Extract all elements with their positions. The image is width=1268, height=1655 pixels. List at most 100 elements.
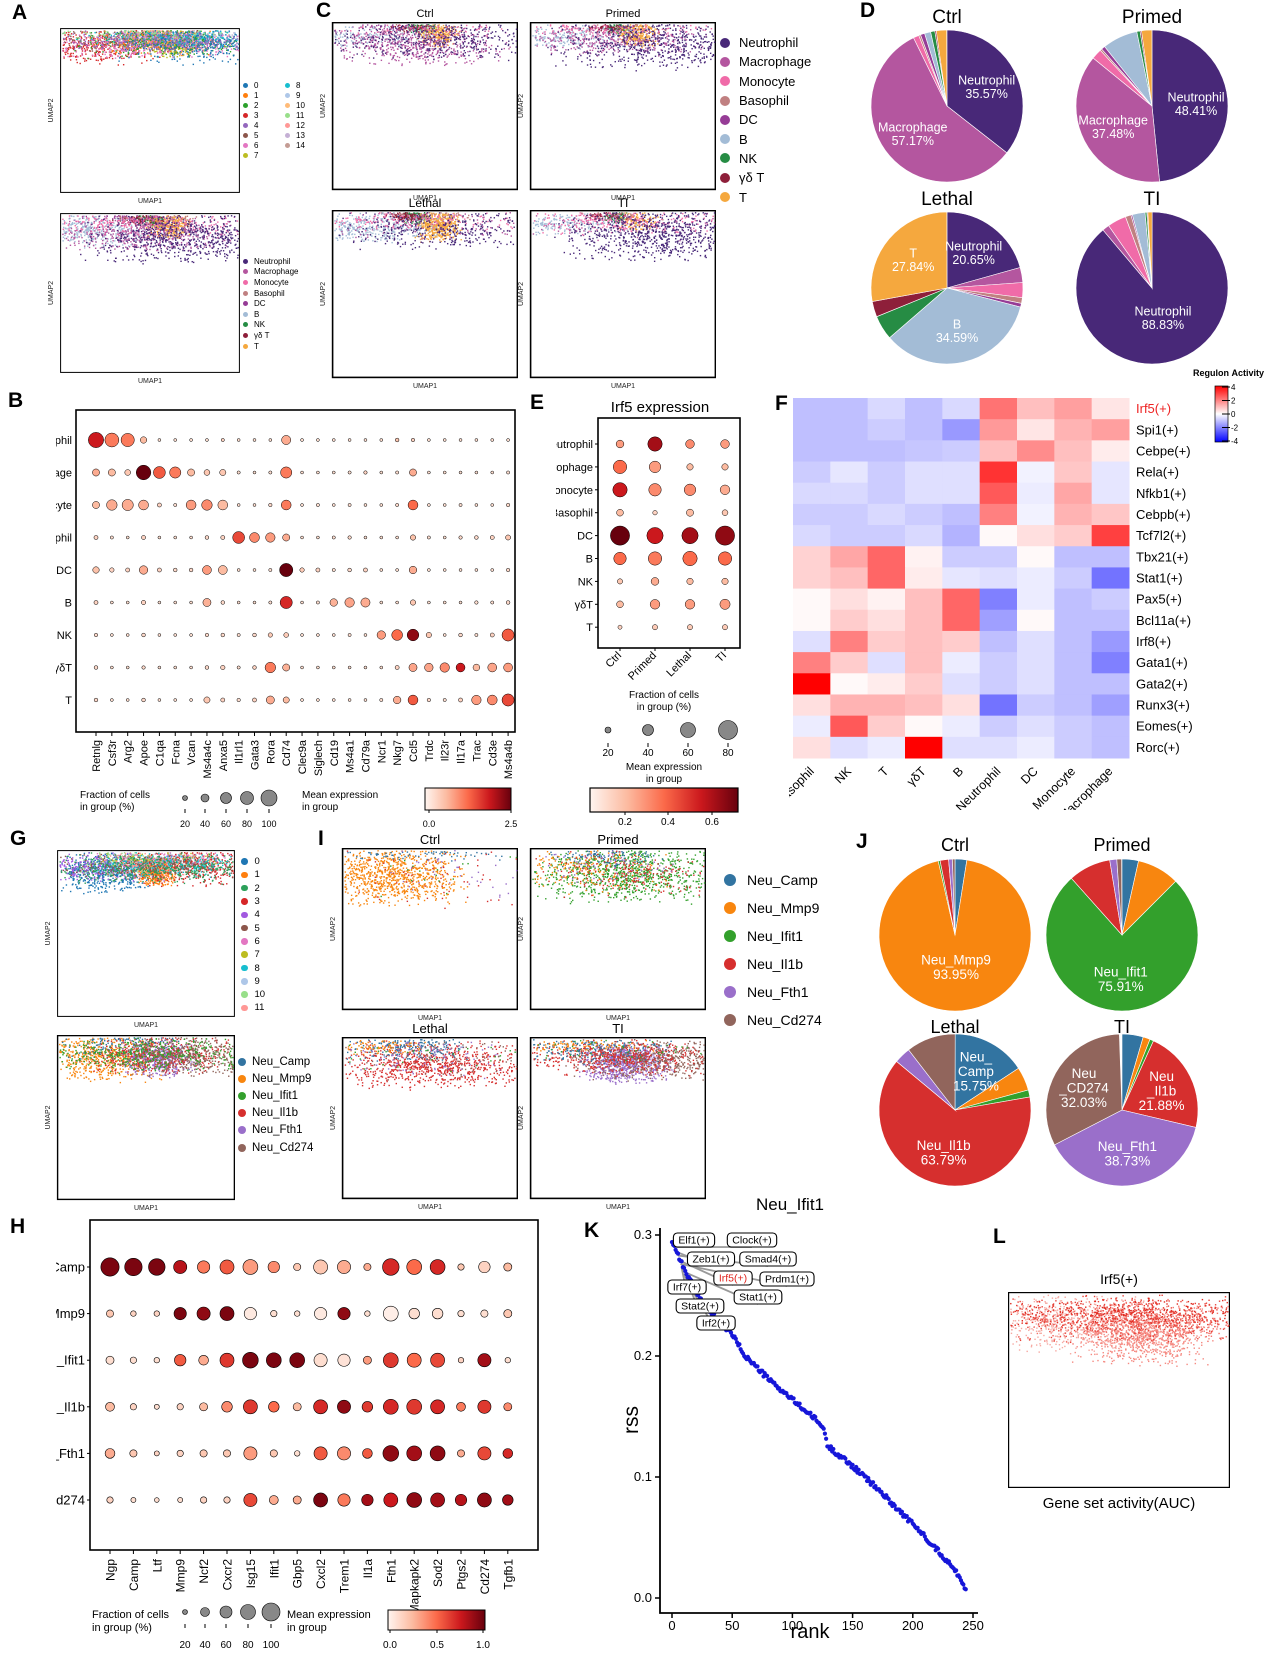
panel-i-title-lethal: Lethal <box>412 1021 448 1036</box>
legend-item-NK: NK <box>720 149 757 168</box>
legend-swatch <box>238 1091 246 1100</box>
legend-label: 9 <box>296 90 301 100</box>
legend-item-10: 10 <box>241 988 265 1001</box>
legend-swatch <box>285 92 290 98</box>
legend-swatch <box>241 951 248 958</box>
legend-item-Monocyte: Monocyte <box>720 72 795 91</box>
legend-item-7: 7 <box>243 150 258 160</box>
legend-item-B: B <box>243 309 259 320</box>
legend-item-Monocyte: Monocyte <box>243 277 289 288</box>
legend-label: NK <box>739 150 758 166</box>
legend-swatch <box>724 958 736 970</box>
legend-swatch <box>724 1014 736 1026</box>
legend-item-Macrophage: Macrophage <box>243 267 298 278</box>
legend-swatch <box>243 82 248 88</box>
panel-d-pie-ctrl <box>866 25 1028 187</box>
legend-swatch <box>241 911 248 919</box>
legend-label: T <box>254 341 259 351</box>
legend-item-Neu_Ifit1: Neu_Ifit1 <box>724 922 803 950</box>
legend-label: Neu_Il1b <box>252 1107 299 1120</box>
legend-label: NK <box>254 320 266 330</box>
legend-label: Monocyte <box>254 277 289 287</box>
panel-c-label: C <box>316 0 332 22</box>
legend-swatch <box>243 122 248 128</box>
legend-label: γδ T <box>739 170 765 186</box>
legend-item-11: 11 <box>285 110 304 120</box>
panel-c-umap-ti <box>512 210 716 392</box>
panel-i-title-primed: Primed <box>597 832 639 847</box>
panel-c-umap-lethal <box>314 210 518 392</box>
legend-swatch <box>241 978 248 985</box>
legend-swatch <box>241 964 248 972</box>
legend-label: 10 <box>296 100 305 110</box>
legend-item-T: T <box>243 341 259 352</box>
panel-j-pie-lethal <box>874 1029 1036 1191</box>
legend-item-T: T <box>720 187 747 206</box>
legend-label: 8 <box>254 962 260 974</box>
panel-j-label: J <box>856 830 868 853</box>
legend-label: Neu_Camp <box>252 1055 311 1068</box>
panel-d-label: D <box>860 0 876 22</box>
panel-c-umap-primed <box>512 22 716 204</box>
legend-swatch <box>243 269 248 275</box>
legend-item-1: 1 <box>241 868 260 881</box>
legend-label: 7 <box>254 150 259 160</box>
legend-item-14: 14 <box>285 140 305 150</box>
panel-i-umap-ti <box>512 1037 706 1213</box>
legend-item-Neu_Cd274: Neu_Cd274 <box>238 1139 313 1156</box>
legend-label: 8 <box>296 80 301 90</box>
legend-item-Macrophage: Macrophage <box>720 52 811 71</box>
panel-g-umap-clusters <box>39 850 235 1031</box>
legend-label: Neu_Cd274 <box>747 1012 822 1028</box>
legend-item-Basophil: Basophil <box>243 288 285 299</box>
legend-swatch <box>285 142 290 148</box>
panel-b-label: B <box>8 389 24 412</box>
legend-swatch <box>720 134 730 145</box>
legend-item-13: 13 <box>285 130 305 140</box>
legend-item-7: 7 <box>241 948 260 961</box>
panel-a-umap-clusters <box>42 28 240 207</box>
legend-swatch <box>243 322 248 328</box>
panel-i-title-ti: TI <box>612 1021 624 1036</box>
legend-swatch <box>241 898 248 905</box>
panel-d-title-ctrl: Ctrl <box>932 7 962 28</box>
legend-label: 7 <box>254 949 260 961</box>
legend-label: Neu_Ifit1 <box>252 1089 299 1102</box>
panel-f-label: F <box>775 392 788 415</box>
legend-item-Neu_Ifit1: Neu_Ifit1 <box>238 1087 298 1104</box>
legend-label: 4 <box>254 120 259 130</box>
legend-swatch <box>243 102 248 108</box>
legend-label: 6 <box>254 935 260 947</box>
legend-swatch <box>243 152 248 158</box>
legend-label: 3 <box>254 896 260 908</box>
legend-swatch <box>243 311 248 317</box>
legend-swatch <box>720 37 730 48</box>
legend-swatch <box>241 938 248 945</box>
panel-e-dotplot <box>556 396 756 832</box>
legend-swatch <box>243 142 248 148</box>
legend-swatch <box>243 258 248 264</box>
legend-item-Basophil: Basophil <box>720 91 789 110</box>
panel-a-umap-celltypes <box>42 213 240 387</box>
legend-item-0: 0 <box>243 80 258 90</box>
legend-swatch <box>243 343 248 349</box>
panel-j-pie-primed <box>1041 854 1203 1016</box>
panel-g-label: G <box>10 827 27 850</box>
legend-item-γδ T: γδ T <box>243 330 270 341</box>
panel-g-umap-subsets <box>39 1035 235 1214</box>
legend-item-5: 5 <box>241 922 260 935</box>
legend-label: 10 <box>254 989 266 1001</box>
legend-swatch <box>724 902 736 914</box>
legend-swatch <box>720 95 730 106</box>
legend-label: Neu_Mmp9 <box>252 1072 312 1085</box>
legend-label: 0 <box>254 80 259 90</box>
panel-d-pie-primed <box>1071 25 1233 187</box>
legend-swatch <box>243 301 248 307</box>
panel-h-dotplot <box>56 1216 546 1655</box>
legend-label: 1 <box>254 869 260 881</box>
legend-swatch <box>720 56 730 67</box>
panel-i-umap-lethal <box>324 1037 518 1213</box>
legend-item-Neu_Camp: Neu_Camp <box>238 1053 310 1070</box>
panel-b-dotplot <box>56 398 526 830</box>
